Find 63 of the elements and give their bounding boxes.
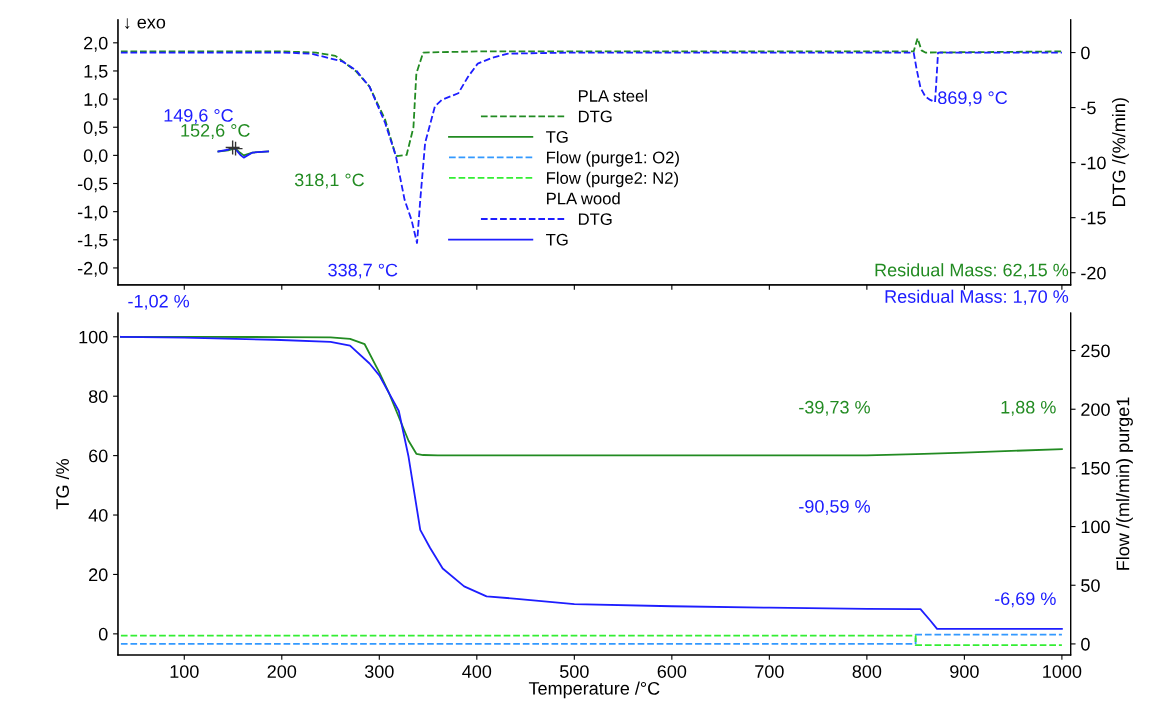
annotation: 1,88 % bbox=[1001, 400, 1056, 416]
x-tick-label: 100 bbox=[170, 665, 199, 678]
y-tick-label: -1,5 bbox=[77, 233, 108, 249]
legend-title: PLA wood bbox=[547, 192, 620, 205]
legend-label: TG bbox=[546, 233, 568, 246]
y2-tick-label: -15 bbox=[1081, 211, 1106, 225]
y-tick-label: 80 bbox=[88, 390, 108, 403]
y2-tick-label: 0 bbox=[1081, 46, 1090, 60]
x-tick-label: 800 bbox=[852, 665, 882, 678]
x-tick-label: 700 bbox=[755, 665, 784, 678]
x-tick-label: 200 bbox=[267, 665, 297, 678]
legend-title: PLA steel bbox=[578, 89, 647, 102]
y-tick-label: 1,5 bbox=[84, 65, 108, 80]
annotation: 338,7 °C bbox=[328, 263, 398, 279]
y-tick-label: 60 bbox=[89, 449, 108, 463]
line-series bbox=[119, 335, 1063, 630]
y2-axis-title: DTG /(%/min) bbox=[1112, 98, 1129, 206]
text: -1,02 % bbox=[128, 294, 190, 310]
x-tick-label: 300 bbox=[364, 665, 394, 678]
y-tick-label: 0,0 bbox=[83, 149, 108, 165]
annotation: 869,9 °C bbox=[938, 91, 1008, 107]
y-tick-label: 100 bbox=[79, 330, 108, 344]
y-tick-label: 20 bbox=[89, 568, 108, 582]
y-tick-label: -0,5 bbox=[77, 177, 108, 193]
y2-tick-label: -5 bbox=[1081, 101, 1096, 115]
y2-axis-title: Flow /(ml/min) purge1 bbox=[1116, 397, 1133, 570]
x-axis-title: Temperature /°C bbox=[528, 681, 660, 699]
y-tick-label: 2,0 bbox=[84, 36, 108, 52]
annotation: -90,59 % bbox=[799, 499, 870, 515]
y-tick-label: -2,0 bbox=[77, 261, 108, 277]
y-tick-label: 0,5 bbox=[83, 121, 108, 137]
y-tick-label: -1,0 bbox=[77, 205, 108, 221]
annotation: 149,6 °C bbox=[164, 109, 233, 124]
x-tick-label: 500 bbox=[559, 665, 589, 678]
y2-tick-label: 100 bbox=[1081, 520, 1110, 534]
legend-label: Flow (purge1: O2) bbox=[547, 151, 679, 167]
x-tick-label: 1000 bbox=[1043, 665, 1082, 678]
y-tick-label: 40 bbox=[88, 508, 108, 522]
annotation: ↓ exo bbox=[125, 18, 166, 29]
x-tick-label: 900 bbox=[950, 665, 979, 678]
annotation: -39,73 % bbox=[799, 400, 870, 416]
annotation: -6,69 % bbox=[994, 592, 1056, 608]
y2-tick-label: 250 bbox=[1081, 344, 1110, 358]
legend-label: DTG bbox=[578, 110, 612, 123]
y-tick-label: 1,0 bbox=[84, 93, 108, 108]
y2-tick-label: -20 bbox=[1081, 266, 1106, 280]
y-tick-label: 0 bbox=[98, 627, 108, 641]
y-axis-title: TG /% bbox=[55, 459, 69, 510]
legend-label: Flow (purge2: N2) bbox=[547, 171, 679, 188]
text: Residual Mass: 1,70 % bbox=[885, 289, 1069, 306]
annotation: 318,1 °C bbox=[294, 173, 364, 189]
legend-label: TG bbox=[546, 131, 568, 143]
y2-tick-label: -10 bbox=[1081, 156, 1106, 170]
y2-tick-label: 200 bbox=[1081, 403, 1110, 416]
annotation: 152,6 °C bbox=[181, 124, 250, 139]
x-tick-label: 400 bbox=[462, 665, 492, 678]
y2-tick-label: 0 bbox=[1081, 637, 1090, 651]
y2-tick-label: 50 bbox=[1081, 579, 1100, 592]
y2-tick-label: 150 bbox=[1081, 461, 1110, 475]
annotation: Residual Mass: 62,15 % bbox=[875, 263, 1069, 279]
legend-label: DTG bbox=[578, 213, 612, 226]
x-tick-label: 600 bbox=[657, 665, 687, 678]
line-series bbox=[119, 51, 1063, 244]
